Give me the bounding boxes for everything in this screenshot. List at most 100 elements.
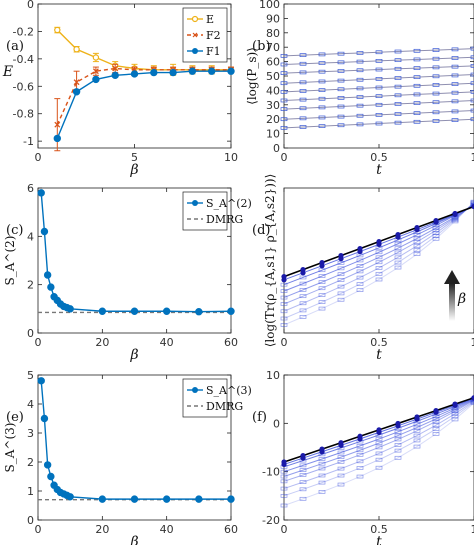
legend-label: DMRG [206,400,243,413]
data-point [318,274,326,278]
data-point [395,231,401,238]
x-tick-label: 1 [471,151,474,164]
x-tick-label: 0 [35,336,42,349]
data-point [280,89,288,94]
data-point [451,90,459,95]
data-point [356,77,364,82]
data-point [470,117,474,122]
x-tick-label: 0 [35,151,42,164]
data-point [356,466,364,470]
data-point [318,280,326,284]
data-point [37,189,45,197]
data-point [432,414,440,419]
x-tick-label: 60 [224,523,238,536]
data-point [280,98,288,103]
series-line-1 [56,67,231,125]
y-tick-label: 90 [266,12,280,25]
legend-box [182,191,228,231]
y-tick-label: 10 [266,128,280,141]
data-point [432,83,440,87]
data-point [318,293,326,297]
data-point [37,377,45,385]
series-line [283,201,474,326]
y-tick-label: 70 [266,41,280,54]
data-point [280,316,288,321]
y-tick-label: 3 [27,427,34,440]
data-point [299,53,307,57]
beta-arrow-shaft [449,283,455,321]
beta-arrow-head [444,270,460,284]
y-axis-label: ⟨log(P_s)⟩ [245,47,259,105]
data-point [394,49,402,54]
y-tick-label: 80 [266,27,280,40]
data-point [470,64,474,68]
data-point [356,282,364,286]
legend-marker [192,48,198,54]
y-tick-label: 40 [266,84,280,97]
data-point [394,241,402,246]
data-point [413,101,421,105]
x-axis-label: β [129,534,138,545]
data-point [280,289,288,293]
data-point [318,79,326,84]
data-point [394,265,402,270]
data-point [299,473,307,477]
data-point [356,474,364,479]
y-axis-label: ⟨log(Tr(ρ_{A,s1} ρ_{A,s2}))⟩ [263,174,277,348]
data-point [299,496,307,501]
data-point [471,395,474,401]
y-tick-label: -10 [262,466,280,479]
data-point [40,414,49,423]
series-line [283,400,474,490]
data-point [337,104,345,109]
data-point [451,414,459,419]
data-point [394,429,402,434]
data-point [432,74,440,79]
data-point [394,437,402,442]
y-tick-label: 6 [27,182,34,195]
data-point [195,495,203,503]
data-point [356,113,364,118]
data-point [414,224,420,231]
data-point [413,433,421,438]
data-point [356,51,364,55]
series-line [283,99,474,110]
data-point [356,452,364,457]
data-point [413,111,421,116]
series-line [283,48,474,57]
series-line [283,202,474,312]
series-line [283,118,474,129]
data-point [280,282,288,287]
data-point [357,245,363,252]
data-point [319,259,325,266]
data-point [280,107,288,111]
x-tick-label: 0.5 [370,523,388,536]
x-tick-label: 10 [224,151,238,164]
x-tick-label: 20 [95,336,109,349]
data-point [452,210,458,217]
data-point [318,473,326,478]
data-point [356,275,364,280]
panel-b: 00.510102030405060708090100t(b)⟨log(P_s)… [245,0,474,178]
data-point [413,236,421,241]
data-point [66,493,74,501]
series-line [283,74,474,84]
x-tick-label: 5 [131,151,138,164]
data-point [318,52,326,57]
data-point [280,479,288,484]
y-tick-label: 0 [27,514,34,527]
panel-label: (b) [252,39,270,54]
x-tick-label: 40 [160,523,174,536]
y-tick-label: 0 [27,327,34,340]
data-point [394,250,402,255]
data-point [72,88,81,96]
data-point [280,81,288,86]
data-point [280,503,288,508]
data-point [318,268,326,273]
series-line [283,399,474,477]
series-line [283,204,474,292]
data-point [318,461,326,466]
y-tick-label: -20 [262,514,280,527]
legend-label: S_A^(3) [206,384,252,397]
x-tick-label: 0 [281,151,288,164]
